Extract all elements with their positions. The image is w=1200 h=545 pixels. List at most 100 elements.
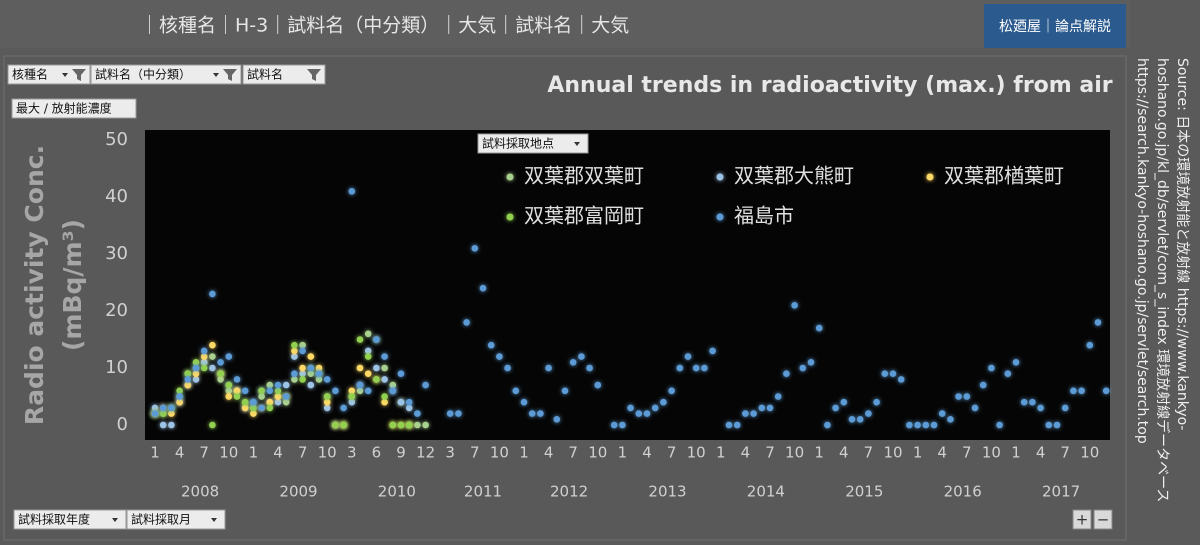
data-point <box>610 421 618 429</box>
year-label: 2008 <box>181 483 219 501</box>
x-tick-label: 10 <box>982 444 1001 462</box>
button-label[interactable]: 試料採取月 <box>131 512 191 527</box>
button[interactable] <box>242 64 326 85</box>
data-point <box>364 347 372 355</box>
data-point <box>159 410 167 417</box>
data-point <box>225 393 233 400</box>
button[interactable] <box>477 133 589 154</box>
zoom-button[interactable] <box>1072 509 1092 530</box>
badge-text: 松廼屋｜論点解説 <box>999 19 1111 35</box>
button-label[interactable]: 試料名（中分類） <box>95 67 191 82</box>
button-label[interactable]: 試料名 <box>247 67 283 82</box>
y-tick-label: 40 <box>105 186 128 207</box>
data-point <box>225 381 233 389</box>
data-point <box>209 421 216 429</box>
data-point <box>1004 370 1012 378</box>
data-point <box>176 398 183 406</box>
data-point <box>569 359 577 366</box>
zoom-label[interactable]: − <box>1097 511 1110 529</box>
data-point <box>1086 341 1094 349</box>
data-point <box>832 404 839 412</box>
dropdown-arrow <box>213 73 219 77</box>
x-tick-label: 1 <box>249 444 259 462</box>
data-point <box>332 421 339 429</box>
data-point <box>528 410 536 417</box>
data-point <box>192 376 200 383</box>
data-point <box>356 387 364 395</box>
data-point <box>356 381 364 389</box>
year-label: 2014 <box>747 483 785 501</box>
data-point <box>250 404 257 412</box>
data-point <box>282 393 290 400</box>
data-point <box>660 398 667 406</box>
data-point <box>168 404 175 412</box>
data-point <box>192 364 200 372</box>
data-point <box>299 347 306 355</box>
data-point <box>455 410 462 417</box>
button[interactable] <box>90 64 242 85</box>
button[interactable] <box>13 509 127 530</box>
source-text: https://search.kankyo-hoshano.go.jp/serv… <box>1134 58 1150 444</box>
data-point <box>200 359 208 366</box>
data-point <box>1053 421 1061 429</box>
button-label[interactable]: 試料採取地点 <box>482 136 554 151</box>
zoom-button[interactable] <box>1093 509 1113 530</box>
data-point <box>258 404 265 412</box>
data-point <box>217 359 224 366</box>
x-tick-label: 7 <box>568 444 578 462</box>
y-tick-label: 30 <box>105 243 128 264</box>
y-tick-label: 0 <box>117 414 128 435</box>
data-point <box>955 393 962 400</box>
data-point <box>578 353 585 360</box>
x-tick-label: 1 <box>150 444 160 462</box>
data-point <box>348 188 356 195</box>
data-point <box>332 387 339 395</box>
x-tick-label: 10 <box>687 444 706 462</box>
data-point <box>291 370 298 378</box>
data-point <box>184 376 192 383</box>
x-tick-label: 7 <box>199 444 209 462</box>
data-point <box>397 421 405 429</box>
data-point <box>250 410 257 417</box>
data-point <box>225 353 233 360</box>
data-point <box>159 404 167 412</box>
year-label: 2010 <box>378 483 416 501</box>
data-point <box>266 398 274 406</box>
data-point <box>291 347 298 355</box>
data-point <box>1037 404 1044 412</box>
button[interactable] <box>7 64 91 85</box>
data-point <box>176 387 183 395</box>
data-point <box>315 364 323 372</box>
data-point <box>274 381 282 389</box>
legend-marker <box>716 213 724 221</box>
data-point <box>1020 398 1028 406</box>
button[interactable] <box>126 509 226 530</box>
data-point <box>168 421 175 429</box>
data-point <box>889 370 897 378</box>
zoom-label[interactable]: + <box>1076 511 1089 529</box>
legend-marker <box>506 213 514 221</box>
data-point <box>291 353 298 360</box>
x-tick-label: 1 <box>519 444 529 462</box>
data-point <box>914 421 921 429</box>
data-point <box>323 398 331 406</box>
button-label[interactable]: 最大 / 放射能濃度 <box>16 101 112 116</box>
data-point <box>651 404 659 412</box>
button[interactable] <box>11 98 137 119</box>
data-point <box>200 364 208 372</box>
x-tick-label: 1 <box>913 444 923 462</box>
data-point <box>184 370 192 378</box>
data-point <box>963 393 971 400</box>
x-tick-label: 1 <box>716 444 726 462</box>
data-point <box>774 393 782 400</box>
data-point <box>364 330 372 338</box>
data-point <box>266 404 274 412</box>
data-point <box>405 398 413 406</box>
data-point <box>299 370 306 378</box>
button-label[interactable]: 試料採取年度 <box>18 512 90 527</box>
button-label[interactable]: 核種名 <box>12 67 48 82</box>
data-point <box>643 410 651 417</box>
data-point <box>758 404 766 412</box>
data-point <box>422 381 429 389</box>
year-label: 2016 <box>944 483 982 501</box>
